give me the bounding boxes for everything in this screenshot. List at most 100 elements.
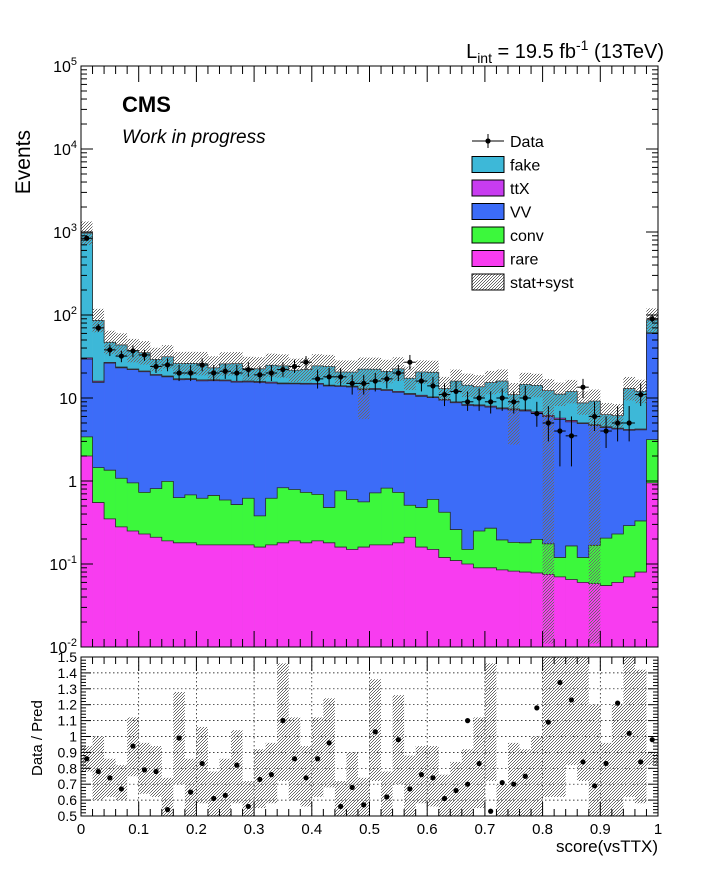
ratio-point-26 (384, 794, 390, 800)
data-point-5 (138, 349, 151, 361)
ratio-y-tick-label: 1 (69, 729, 77, 745)
data-point-6 (150, 359, 162, 374)
band-bin-23 (346, 360, 358, 384)
bar-VV-45 (600, 427, 613, 647)
main-plot: 10-2 10-1 1 10 102 103 104 105 Events CMS Work … (12, 56, 659, 657)
ratio-point-20 (314, 756, 321, 762)
data-point-28 (404, 354, 416, 370)
bar-rare-15 (254, 547, 266, 647)
band-bin-25 (369, 357, 382, 382)
ratio-band-bin-43 (577, 657, 589, 782)
outline-rare (81, 455, 658, 647)
ratio-band-bin-41 (554, 657, 566, 797)
bar-rare-48 (634, 572, 647, 647)
ratio-point-1 (95, 768, 101, 775)
bar-rare-42 (565, 579, 578, 647)
ratio-point-31 (441, 795, 448, 802)
ratio-y-tick-label: 1.2 (58, 697, 78, 713)
data-point-16 (265, 364, 278, 382)
ratio-point-5 (141, 767, 148, 773)
ratio-point-33 (464, 781, 471, 787)
bar-rare-1 (92, 502, 105, 647)
bar-VV-15 (254, 382, 266, 647)
ratio-point-3 (118, 786, 124, 792)
ratio-point-16 (268, 772, 275, 778)
ratio-point-17 (280, 718, 286, 724)
ratio-point-14 (245, 803, 251, 810)
data-point-37 (507, 391, 520, 414)
legend: Data fake ttX VV conv rare stat+syst (471, 134, 574, 292)
data-point-15 (254, 366, 266, 384)
band-bin-19 (300, 357, 312, 382)
bar-rare-30 (427, 549, 440, 647)
ratio-point-29 (418, 772, 425, 778)
data-point-38 (519, 385, 532, 411)
x-tick-label: 1 (654, 821, 662, 838)
band-bin-6 (150, 347, 162, 372)
ratio-band-bin-35 (484, 663, 497, 782)
stack-layer (81, 232, 658, 647)
x-tick-label: 0.2 (186, 821, 207, 838)
bar-rare-37 (507, 571, 520, 647)
data-point-17 (277, 362, 289, 377)
band-bin-7 (161, 345, 174, 369)
bar-rare-45 (600, 585, 613, 647)
band-bin-34 (473, 375, 485, 399)
data-point-22 (334, 367, 347, 386)
data-point-48 (634, 383, 647, 407)
ratio-band-bin-39 (531, 736, 543, 816)
ratio-band-bin-24 (357, 777, 370, 816)
ratio-point-48 (626, 730, 632, 736)
ratio-point-23 (349, 784, 355, 790)
bar-VV-38 (519, 410, 532, 647)
band-bin-8 (173, 351, 185, 376)
y-tick-label: 102 (53, 305, 77, 325)
bar-rare-0 (81, 456, 93, 647)
data-point-18 (288, 359, 301, 374)
legend-label: fake (510, 158, 540, 175)
bar-rare-12 (219, 544, 232, 647)
bar-VV-32 (450, 402, 463, 647)
bar-rare-23 (346, 549, 359, 647)
data-point-10 (196, 358, 208, 372)
bar-rare-21 (323, 542, 336, 647)
data-point-21 (323, 367, 335, 386)
ratio-point-45 (591, 783, 598, 789)
band-bin-2 (104, 330, 116, 355)
experiment-label: CMS (122, 92, 171, 117)
band-bin-37 (507, 383, 520, 445)
ratio-band-bin-44 (588, 704, 601, 816)
legend-label: ttX (510, 181, 530, 198)
data-point-32 (450, 381, 462, 402)
data-point-46 (611, 406, 624, 442)
ratio-point-42 (557, 679, 563, 686)
data-point-35 (484, 391, 497, 414)
bar-VV-43 (577, 423, 590, 647)
ratio-point-30 (430, 775, 436, 781)
ratio-point-7 (164, 807, 171, 813)
main-x-ticks (80, 66, 659, 647)
bar-rare-22 (334, 547, 347, 647)
ratio-point-46 (603, 760, 609, 767)
x-tick-label: 0.3 (244, 821, 265, 838)
data-point-1 (92, 323, 105, 332)
ratio-band-bin-38 (519, 749, 532, 816)
bar-rare-34 (473, 567, 486, 647)
ratio-band (81, 657, 658, 816)
bar-rare-3 (115, 526, 128, 647)
ratio-y-tick-label: 0.5 (58, 808, 78, 824)
band-bin-39 (531, 373, 543, 398)
bar-rare-25 (369, 544, 382, 647)
ratio-band-bin-7 (161, 777, 174, 816)
bar-rare-43 (577, 582, 590, 647)
band-bin-20 (311, 354, 324, 378)
ratio-y-tick-label: 0.7 (58, 776, 78, 792)
bar-rare-6 (150, 537, 163, 647)
ratio-point-22 (338, 803, 344, 810)
bar-rare-41 (554, 576, 566, 647)
data-point-26 (381, 371, 393, 389)
y-tick-label: 103 (53, 222, 77, 242)
data-points (81, 235, 658, 467)
bar-VV-37 (507, 409, 520, 647)
ratio-point-15 (257, 776, 263, 783)
